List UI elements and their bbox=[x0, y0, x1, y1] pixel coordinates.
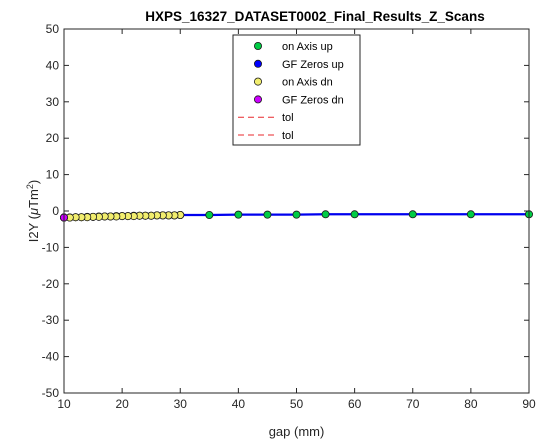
y-tick-label-0: -50 bbox=[42, 386, 60, 400]
point-on-axis-up-26 bbox=[350, 210, 359, 219]
y-tick-label-9: 40 bbox=[46, 58, 60, 72]
y-axis-title-mu: μ bbox=[26, 208, 41, 216]
x-axis-title: gap (mm) bbox=[269, 424, 325, 439]
x-tick-label-0: 10 bbox=[57, 397, 71, 411]
y-axis-ticks: -50 -40 -30 -20 -10 0 10 20 30 40 50 bbox=[42, 22, 529, 400]
x-tick-label-7: 80 bbox=[464, 397, 478, 411]
x-tick-label-5: 60 bbox=[348, 397, 362, 411]
point-on-axis-up-25 bbox=[321, 210, 330, 219]
legend-label-5: tol bbox=[282, 130, 294, 142]
legend-label-1: GF Zeros up bbox=[282, 59, 344, 71]
y-axis-title-prefix: I2Y ( bbox=[26, 214, 41, 242]
x-tick-label-8: 90 bbox=[522, 397, 536, 411]
y-tick-label-2: -30 bbox=[42, 313, 60, 327]
point-on-axis-up-21 bbox=[205, 211, 214, 220]
x-tick-label-2: 30 bbox=[174, 397, 188, 411]
x-tick-label-1: 20 bbox=[115, 397, 129, 411]
chart-title: HXPS_16327_DATASET0002_Final_Results_Z_S… bbox=[145, 9, 484, 24]
y-tick-label-4: -10 bbox=[42, 240, 60, 254]
y-axis-title: I2Y (μTm2) bbox=[25, 180, 41, 242]
point-on-axis-up-23 bbox=[263, 210, 272, 219]
point-on-axis-up-24 bbox=[292, 210, 301, 219]
y-tick-label-8: 30 bbox=[46, 95, 60, 109]
legend-label-2: on Axis dn bbox=[282, 77, 333, 89]
y-axis-title-superscript: 2 bbox=[25, 184, 35, 189]
legend-marker-on-axis-dn bbox=[253, 77, 262, 86]
legend-label-0: on Axis up bbox=[282, 41, 333, 53]
x-axis-ticks: 10 20 30 40 50 60 70 80 90 bbox=[57, 29, 536, 411]
legend-marker-gf-zeros-dn bbox=[253, 95, 262, 104]
y-tick-label-7: 20 bbox=[46, 131, 60, 145]
legend-label-4: tol bbox=[282, 112, 294, 124]
y-tick-label-6: 10 bbox=[46, 168, 60, 182]
y-tick-label-10: 50 bbox=[46, 22, 60, 36]
series-markers bbox=[60, 210, 534, 222]
y-axis-title-unit: Tm bbox=[26, 189, 41, 208]
x-tick-label-6: 70 bbox=[406, 397, 420, 411]
legend-marker-on-axis-up bbox=[253, 42, 262, 51]
y-tick-label-3: -20 bbox=[42, 277, 60, 291]
point-on-axis-up-28 bbox=[466, 210, 475, 219]
y-axis-title-suffix: ) bbox=[26, 180, 41, 184]
legend-box bbox=[232, 34, 361, 146]
legend: on Axis up GF Zeros up on Axis dn GF Zeros … bbox=[232, 34, 361, 146]
y-tick-label-1: -40 bbox=[42, 350, 60, 364]
point-on-axis-up-27 bbox=[408, 210, 417, 219]
y-tick-label-5: 0 bbox=[52, 204, 59, 218]
legend-marker-gf-zeros-up bbox=[253, 59, 262, 68]
x-tick-label-3: 40 bbox=[232, 397, 246, 411]
legend-label-3: GF Zeros dn bbox=[282, 94, 344, 106]
point-on-axis-up-22 bbox=[234, 210, 243, 219]
x-tick-label-4: 50 bbox=[290, 397, 304, 411]
